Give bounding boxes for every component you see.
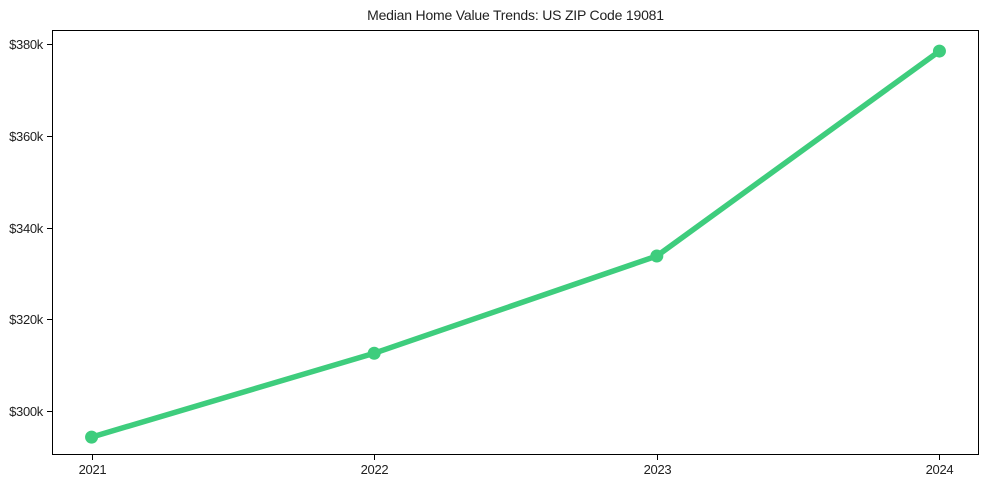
x-tick-label: 2023 — [644, 462, 672, 477]
data-point-marker — [85, 430, 99, 444]
data-point-marker — [367, 346, 381, 360]
x-tick-label: 2021 — [79, 462, 107, 477]
series-line — [88, 48, 943, 440]
y-tick-label: $300k — [9, 404, 44, 419]
x-tick-label: 2022 — [361, 462, 389, 477]
data-point-marker — [932, 44, 946, 58]
data-point-marker — [650, 249, 664, 263]
chart-title: Median Home Value Trends: US ZIP Code 19… — [367, 7, 664, 23]
x-tick-label: 2024 — [926, 462, 954, 477]
y-tick-label: $320k — [9, 312, 44, 327]
y-tick-label: $360k — [9, 129, 44, 144]
plot-border — [52, 30, 979, 455]
y-tick-label: $380k — [9, 37, 44, 52]
y-tick-label: $340k — [9, 221, 44, 236]
